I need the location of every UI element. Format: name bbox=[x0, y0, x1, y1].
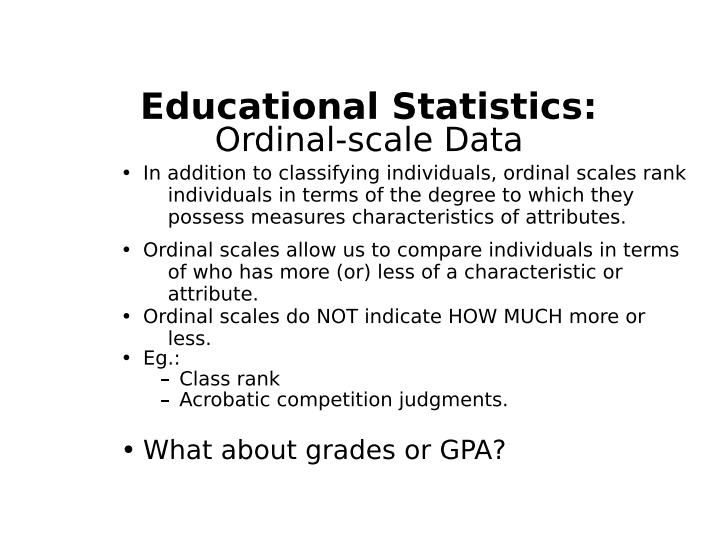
Text: •: • bbox=[121, 308, 132, 327]
Text: In addition to classifying individuals, ordinal scales rank
    individuals in t: In addition to classifying individuals, … bbox=[143, 165, 688, 227]
Text: •: • bbox=[121, 349, 132, 369]
Text: Ordinal scales do NOT indicate HOW MUCH more or
    less.: Ordinal scales do NOT indicate HOW MUCH … bbox=[143, 308, 647, 349]
Text: –: – bbox=[160, 391, 170, 410]
Text: In addition to classifying individuals, ordinal scales: In addition to classifying individuals, … bbox=[143, 165, 644, 184]
Text: •: • bbox=[121, 439, 136, 465]
Text: Eg.:: Eg.: bbox=[143, 349, 181, 369]
Text: •: • bbox=[121, 241, 132, 260]
Text: Ordinal scales allow us to compare individuals in terms
    of who has more (or): Ordinal scales allow us to compare indiv… bbox=[143, 241, 681, 305]
Text: Educational Statistics:: Educational Statistics: bbox=[140, 92, 598, 126]
Text: –: – bbox=[160, 370, 170, 389]
Text: In addition to classifying individuals, ordinal scales rank
    individuals in t: In addition to classifying individuals, … bbox=[143, 165, 688, 227]
Text: Acrobatic competition judgments.: Acrobatic competition judgments. bbox=[179, 391, 510, 410]
Text: •: • bbox=[121, 165, 132, 184]
Text: What about grades or GPA?: What about grades or GPA? bbox=[143, 439, 506, 465]
Text: Ordinal-scale Data: Ordinal-scale Data bbox=[215, 125, 523, 158]
Text: Class rank: Class rank bbox=[179, 370, 280, 389]
